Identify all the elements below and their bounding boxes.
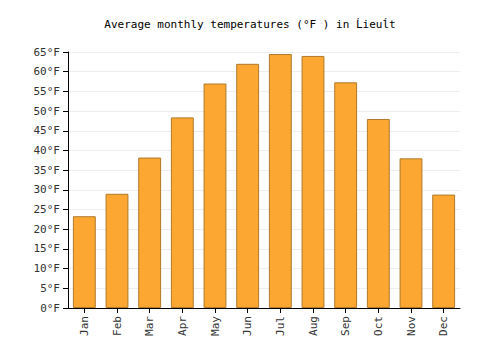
svg-text:20°F: 20°F	[34, 223, 61, 236]
svg-text:10°F: 10°F	[34, 262, 61, 275]
svg-text:Aug: Aug	[307, 316, 320, 336]
svg-text:25°F: 25°F	[34, 203, 61, 216]
svg-text:30°F: 30°F	[34, 183, 61, 196]
svg-text:Feb: Feb	[111, 316, 124, 336]
svg-text:45°F: 45°F	[34, 124, 61, 137]
svg-text:Jul: Jul	[274, 316, 287, 336]
svg-text:May: May	[209, 316, 222, 336]
svg-text:Oct: Oct	[372, 316, 385, 336]
svg-text:5°F: 5°F	[40, 282, 60, 295]
svg-text:60°F: 60°F	[34, 65, 61, 78]
svg-text:Sep: Sep	[339, 316, 352, 336]
svg-text:65°F: 65°F	[34, 46, 61, 59]
svg-text:Dec: Dec	[437, 316, 450, 336]
svg-text:35°F: 35°F	[34, 164, 61, 177]
svg-text:Apr: Apr	[176, 316, 189, 336]
svg-text:15°F: 15°F	[34, 242, 61, 255]
svg-text:Nov: Nov	[405, 316, 418, 336]
svg-text:40°F: 40°F	[34, 144, 61, 157]
svg-text:Average monthly temperatures (: Average monthly temperatures (°F ) in Ĺi…	[104, 18, 395, 31]
svg-text:Jan: Jan	[78, 316, 91, 336]
svg-text:50°F: 50°F	[34, 105, 61, 118]
svg-text:Mar: Mar	[143, 316, 156, 336]
svg-text:55°F: 55°F	[34, 85, 61, 98]
svg-text:0°F: 0°F	[40, 302, 60, 315]
svg-text:Jun: Jun	[241, 316, 254, 336]
